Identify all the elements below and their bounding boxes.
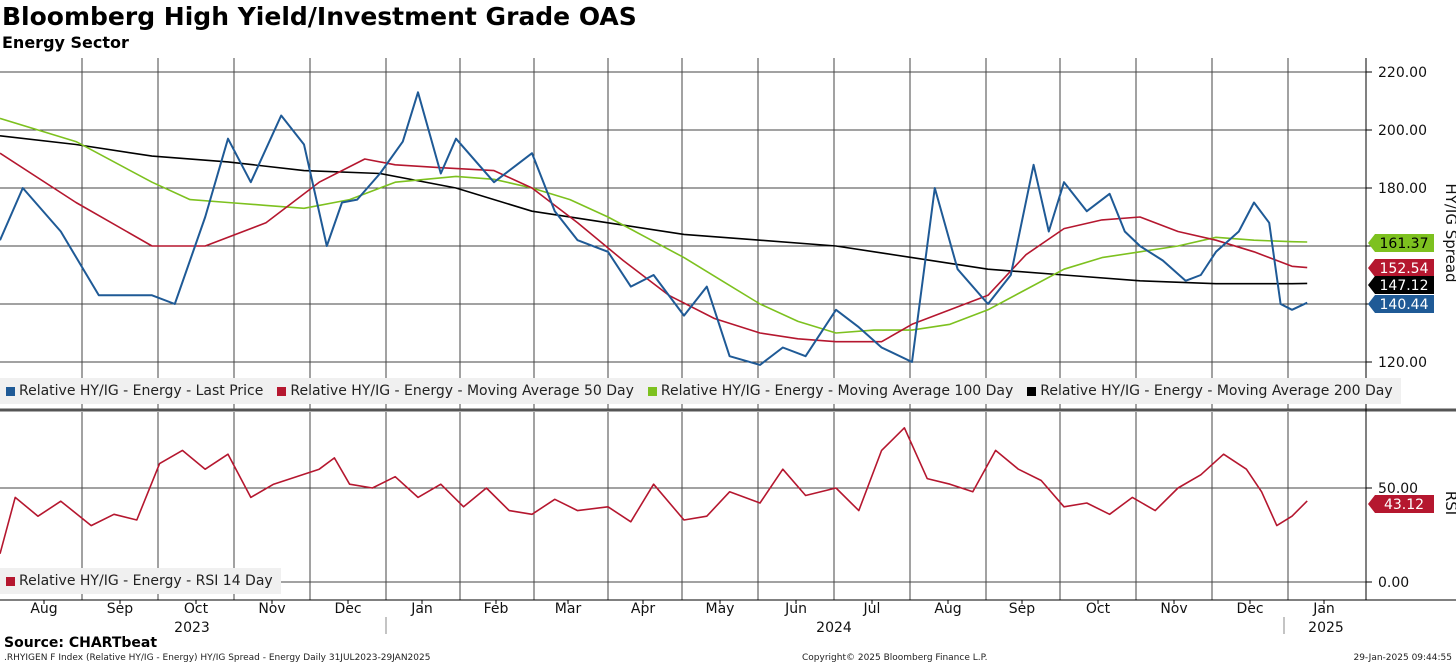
x-tick-label: Apr — [631, 601, 655, 617]
x-year-label: 2025 — [1308, 620, 1344, 636]
legend-label: Relative HY/IG - Energy - RSI 14 Day — [19, 573, 273, 589]
legend-swatch — [277, 386, 287, 396]
legend-label: Relative HY/IG - Energy - Moving Average… — [290, 383, 634, 399]
legend-item: Relative HY/IG - Energy - Last Price — [6, 383, 263, 399]
legend-swatch — [6, 576, 15, 586]
value-tag-last-price: 140.44 — [1368, 295, 1434, 313]
x-tick-label: Dec — [1236, 601, 1263, 617]
y-tick-label: 0.00 — [1378, 575, 1409, 591]
legend-swatch — [6, 386, 15, 396]
footer-index-info: .RHYIGEN F Index (Relative HY/IG - Energ… — [4, 653, 431, 663]
x-tick-label: Aug — [30, 601, 57, 617]
legend-label: Relative HY/IG - Energy - Moving Average… — [660, 383, 1014, 399]
source-note: Source: CHARTbeat — [4, 635, 158, 651]
footer-copyright: Copyright© 2025 Bloomberg Finance L.P. — [802, 653, 988, 663]
y-tick-label: 200.00 — [1378, 123, 1427, 139]
value-tag-text: 43.12 — [1384, 497, 1424, 513]
legend-item: Relative HY/IG - Energy - RSI 14 Day — [6, 573, 273, 589]
y-tick-label: 180.00 — [1378, 181, 1427, 197]
legend-swatch — [647, 386, 657, 396]
x-tick-label: Oct — [1086, 601, 1111, 617]
value-tag-ma200: 147.12 — [1368, 276, 1434, 294]
x-tick-label: Mar — [555, 601, 582, 617]
x-tick-label: Jul — [863, 601, 881, 617]
series-last-price — [0, 91, 1308, 366]
x-year-label: 2023 — [174, 620, 210, 636]
x-tick-label: Dec — [334, 601, 361, 617]
legend-label: Relative HY/IG - Energy - Moving Average… — [1040, 383, 1393, 399]
x-tick-label: Aug — [934, 601, 961, 617]
series-rsi — [0, 426, 1308, 555]
value-tag-bg — [1368, 276, 1434, 294]
legend-label: Relative HY/IG - Energy - Last Price — [19, 383, 264, 399]
series-ma100 — [0, 117, 1308, 334]
value-tag-ma50: 152.54 — [1368, 259, 1434, 277]
value-tag-ma100: 161.37 — [1368, 234, 1434, 252]
x-tick-label: Jun — [784, 601, 807, 617]
value-tag-bg — [1368, 495, 1434, 513]
value-tag-text: 140.44 — [1380, 297, 1429, 313]
legend-bottom: Relative HY/IG - Energy - RSI 14 Day — [0, 568, 281, 594]
legend-item: Relative HY/IG - Energy - Moving Average… — [277, 383, 634, 399]
value-tag-bg — [1368, 234, 1434, 252]
x-tick-label: Feb — [484, 601, 509, 617]
legend-item: Relative HY/IG - Energy - Moving Average… — [647, 383, 1014, 399]
series-ma200 — [0, 135, 1308, 285]
x-tick-label: Nov — [1160, 601, 1187, 617]
value-tag-bg — [1368, 259, 1434, 277]
x-tick-label: Jan — [410, 601, 433, 617]
x-tick-label: Sep — [107, 601, 134, 617]
value-tag-bg — [1368, 295, 1434, 313]
x-tick-label: May — [706, 601, 735, 617]
x-tick-label: Jan — [1312, 601, 1335, 617]
x-year-label: 2024 — [816, 620, 852, 636]
value-tag-rsi: 43.12 — [1368, 495, 1434, 513]
y-tick-label: 220.00 — [1378, 65, 1427, 81]
value-tag-text: 152.54 — [1380, 261, 1429, 277]
x-tick-label: Oct — [184, 601, 209, 617]
series-ma50 — [0, 152, 1308, 343]
y-axis-title: RSI — [1442, 491, 1456, 515]
y-tick-label: 50.00 — [1378, 481, 1418, 497]
value-tag-text: 147.12 — [1380, 278, 1429, 294]
legend-swatch — [1027, 386, 1037, 396]
x-tick-label: Nov — [258, 601, 285, 617]
legend-item: Relative HY/IG - Energy - Moving Average… — [1027, 383, 1393, 399]
footer-timestamp: 29-Jan-2025 09:44:55 — [1353, 653, 1452, 663]
x-tick-label: Sep — [1009, 601, 1036, 617]
legend-top: Relative HY/IG - Energy - Last Price Rela… — [0, 378, 1401, 404]
y-tick-label: 120.00 — [1378, 355, 1427, 371]
y-axis-title: HY/IG Spread — [1442, 183, 1456, 282]
chart-title: Bloomberg High Yield/Investment Grade OA… — [2, 2, 637, 31]
value-tag-text: 161.37 — [1380, 236, 1429, 252]
chart-subtitle: Energy Sector — [2, 33, 129, 52]
